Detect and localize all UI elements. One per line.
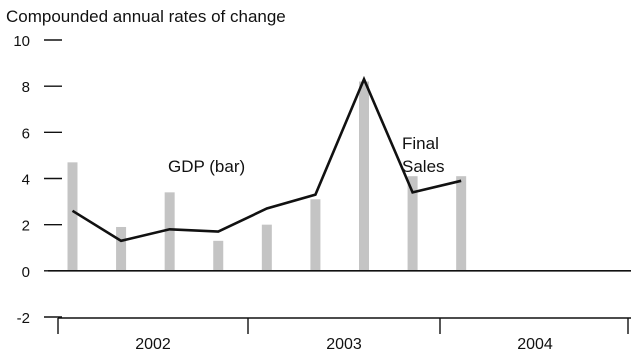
x-axis: 2002 2003 2004 (57, 317, 631, 353)
final-sales-line (71, 75, 462, 243)
y-tick-label: 10 (13, 33, 30, 50)
y-tick-label: 6 (22, 125, 30, 142)
final-sales-annotation: Final Sales (402, 134, 445, 176)
year-label: 2003 (326, 336, 362, 353)
year-label: 2002 (135, 336, 171, 353)
y-tick-label: -2 (17, 310, 30, 327)
gdp-bar (261, 224, 272, 271)
chart-title: Compounded annual rates of change (6, 7, 286, 26)
gdp-bar (164, 192, 175, 271)
final-sales-line-layer (71, 75, 462, 243)
gdp-bar (213, 240, 224, 271)
gdp-bar (310, 199, 321, 271)
gdp-bar (456, 176, 467, 271)
gdp-bar (407, 176, 418, 271)
year-label: 2004 (517, 336, 553, 353)
gdp-bar (359, 81, 369, 271)
gdp-bars (67, 81, 467, 271)
y-tick-label: 0 (22, 264, 30, 281)
gdp-bar (67, 162, 78, 271)
y-tick-label: 8 (22, 79, 30, 96)
y-tick-label: 2 (22, 218, 30, 235)
annotations: GDP (bar) Final Sales (168, 134, 445, 176)
gdp-annotation: GDP (bar) (168, 157, 245, 176)
y-tick-label: 4 (22, 172, 30, 189)
y-axis: 10 8 6 4 2 0 -2 (13, 33, 62, 327)
gdp-bar (116, 226, 127, 271)
